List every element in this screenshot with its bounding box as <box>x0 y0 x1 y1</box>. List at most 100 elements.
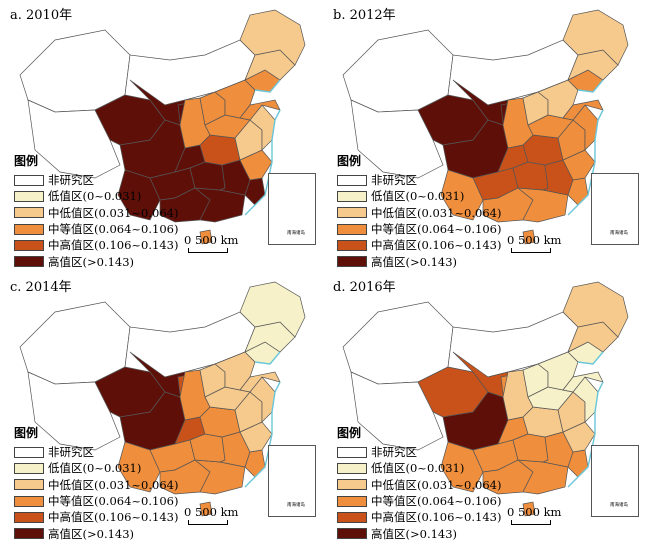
legend-swatch <box>337 479 367 491</box>
scale-bar <box>188 520 228 525</box>
legend-label: 中等值区(0.064~0.106) <box>371 222 502 237</box>
map-a <box>19 9 306 245</box>
province-heilongjiang <box>562 281 629 338</box>
province-tibet <box>350 371 444 451</box>
legend-label: 非研究区 <box>48 445 94 460</box>
province-hunan <box>512 161 549 191</box>
map-c <box>19 281 306 517</box>
legend-item: 低值区(0~0.031) <box>14 188 178 204</box>
legend-swatch <box>14 256 44 268</box>
scale-bar <box>188 248 228 253</box>
province-hainan <box>199 229 213 245</box>
province-hainan <box>522 229 536 245</box>
legend-item: 非研究区 <box>337 172 501 188</box>
legend-item: 低值区(0~0.031) <box>337 188 501 204</box>
legend-item: 中等值区(0.064~0.106) <box>337 493 501 509</box>
legend-swatch <box>337 174 367 186</box>
south-china-sea-inset: 南海诸岛 <box>268 173 316 245</box>
panel-title: a. 2010年 <box>10 8 73 23</box>
legend-label: 低值区(0~0.031) <box>371 189 465 204</box>
legend-item: 中高值区(0.106~0.143) <box>14 509 178 525</box>
legend-label: 非研究区 <box>371 173 417 188</box>
scale-label: 0 500 km <box>507 505 562 519</box>
map-panel-a: a. 2010年 图例 非研究区 低值区(0~0.031) 中低值区(0.031~0.… <box>0 0 323 272</box>
province-tibet <box>27 371 121 451</box>
legend-swatch <box>14 190 44 202</box>
legend-swatch <box>14 511 44 523</box>
coastline <box>567 79 604 216</box>
legend-swatch <box>337 239 367 251</box>
legend-label: 低值区(0~0.031) <box>48 461 142 476</box>
legend-label: 非研究区 <box>48 173 94 188</box>
legend-swatch <box>14 223 44 235</box>
legend-item: 低值区(0~0.031) <box>14 460 178 476</box>
legend-item: 中等值区(0.064~0.106) <box>337 221 501 237</box>
legend-label: 中低值区(0.031~0.064) <box>371 205 502 220</box>
map-panel-b: b. 2012年 图例 非研究区 低值区(0~0.031) 中低值区(0.031~0.… <box>323 0 646 272</box>
legend-swatch <box>14 479 44 491</box>
legend-swatch <box>337 446 367 458</box>
coastline <box>567 351 604 488</box>
legend-item: 低值区(0~0.031) <box>337 460 501 476</box>
legend-title: 图例 <box>14 426 39 440</box>
province-heilongjiang <box>239 9 306 66</box>
inset-label: 南海诸岛 <box>287 503 305 508</box>
legend-swatch <box>337 511 367 523</box>
coastline <box>244 79 281 216</box>
legend: 图例 非研究区 低值区(0~0.031) 中低值区(0.031~0.064) 中等值区(… <box>337 152 501 270</box>
province-tibet <box>350 99 444 179</box>
legend-item: 中高值区(0.106~0.143) <box>337 509 501 525</box>
panel-title: b. 2012年 <box>333 8 396 23</box>
legend-item: 高值区(>0.143) <box>337 525 501 541</box>
inset-label: 南海诸岛 <box>287 231 305 236</box>
legend-label: 高值区(>0.143) <box>371 254 458 269</box>
province-tibet <box>27 99 121 179</box>
scale-label: 0 500 km <box>184 505 239 519</box>
legend-title: 图例 <box>337 154 362 168</box>
legend-title: 图例 <box>337 426 362 440</box>
legend-label: 中等值区(0.064~0.106) <box>48 494 179 509</box>
legend-item: 高值区(>0.143) <box>14 525 178 541</box>
legend-swatch <box>337 528 367 540</box>
legend: 图例 非研究区 低值区(0~0.031) 中低值区(0.031~0.064) 中等值区(… <box>14 152 178 270</box>
legend-swatch <box>337 256 367 268</box>
map-panel-d: d. 2016年 图例 非研究区 低值区(0~0.031) 中低值区(0.031~0.… <box>323 272 646 544</box>
province-xinjiang <box>19 301 131 385</box>
legend-label: 中高值区(0.106~0.143) <box>371 238 502 253</box>
legend-label: 中低值区(0.031~0.064) <box>371 477 502 492</box>
legend-swatch <box>337 495 367 507</box>
legend-label: 中等值区(0.064~0.106) <box>371 494 502 509</box>
legend-swatch <box>14 495 44 507</box>
legend-label: 高值区(>0.143) <box>48 526 135 541</box>
legend-item: 中高值区(0.106~0.143) <box>14 237 178 253</box>
legend-label: 非研究区 <box>371 445 417 460</box>
legend-swatch <box>337 207 367 219</box>
south-china-sea-inset: 南海诸岛 <box>268 445 316 517</box>
legend-item: 中高值区(0.106~0.143) <box>337 237 501 253</box>
province-hainan <box>199 501 213 517</box>
south-china-sea-inset: 南海诸岛 <box>591 445 639 517</box>
legend-swatch <box>14 207 44 219</box>
province-hunan <box>512 433 549 463</box>
legend-item: 中低值区(0.031~0.064) <box>337 477 501 493</box>
legend-item: 非研究区 <box>14 172 178 188</box>
legend-swatch <box>14 239 44 251</box>
legend-title: 图例 <box>14 154 39 168</box>
inset-label: 南海诸岛 <box>610 503 628 508</box>
inset-label: 南海诸岛 <box>610 231 628 236</box>
legend-label: 中等值区(0.064~0.106) <box>48 222 179 237</box>
legend-swatch <box>337 223 367 235</box>
legend-swatch <box>337 190 367 202</box>
legend-label: 高值区(>0.143) <box>371 526 458 541</box>
province-xinjiang <box>342 29 454 113</box>
south-china-sea-inset: 南海诸岛 <box>591 173 639 245</box>
legend-label: 低值区(0~0.031) <box>48 189 142 204</box>
legend-swatch <box>14 462 44 474</box>
province-fujian <box>244 177 266 206</box>
province-xinjiang <box>19 29 131 113</box>
province-xinjiang <box>342 301 454 385</box>
legend-item: 中等值区(0.064~0.106) <box>14 221 178 237</box>
legend-swatch <box>14 446 44 458</box>
legend: 图例 非研究区 低值区(0~0.031) 中低值区(0.031~0.064) 中等值区(… <box>337 424 501 542</box>
legend-swatch <box>14 528 44 540</box>
